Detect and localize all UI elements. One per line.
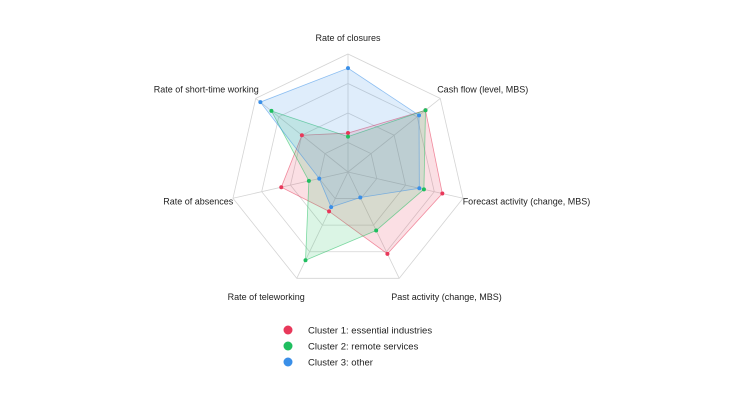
grid-spoke xyxy=(232,171,349,199)
series-area-cluster-2 xyxy=(270,109,426,261)
point-cluster-2-rate-of-short-time-working xyxy=(269,108,274,113)
point-cluster-1-rate-of-teleworking xyxy=(327,209,332,214)
point-cluster-2-past-activity-change-mbs xyxy=(374,228,379,233)
point-cluster-3-rate-of-short-time-working xyxy=(258,100,263,105)
point-cluster-3-rate-of-closures xyxy=(346,66,350,71)
legend-label-cluster-2: Cluster 2: remote services xyxy=(308,342,419,353)
point-cluster-2-rate-of-closures xyxy=(346,134,350,139)
point-cluster-2-rate-of-absences xyxy=(306,178,311,183)
point-cluster-2-rate-of-teleworking xyxy=(303,258,308,263)
point-cluster-2-forecast-activity-change-mbs xyxy=(421,187,426,192)
axis-label-rate-of-absences: Rate of absences xyxy=(163,196,234,206)
series-area-cluster-1 xyxy=(280,109,443,255)
axis-label-past-activity-change-mbs: Past activity (change, MBS) xyxy=(391,292,502,302)
point-cluster-3-past-activity-change-mbs xyxy=(358,195,363,200)
point-cluster-1-rate-of-closures xyxy=(346,131,350,136)
axis-labels: Rate of closures Cash flow (level, MBS) Fo… xyxy=(154,33,590,302)
grid-ring xyxy=(261,83,435,253)
radar-grid xyxy=(232,53,464,279)
point-cluster-3-rate-of-teleworking xyxy=(329,205,334,210)
axis-label-rate-of-closures: Rate of closures xyxy=(315,33,381,43)
legend-marker-cluster-1 xyxy=(283,325,293,335)
series-areas xyxy=(259,67,443,261)
axis-label-rate-of-teleworking: Rate of teleworking xyxy=(228,292,305,302)
legend-label-cluster-3: Cluster 3: other xyxy=(308,358,373,369)
point-cluster-3-rate-of-absences xyxy=(317,176,322,181)
legend-marker-cluster-3 xyxy=(283,357,293,367)
point-cluster-2-cash-flow-level-mbs xyxy=(423,108,428,113)
grid-spoke xyxy=(347,171,400,279)
grid-ring xyxy=(232,53,464,279)
axis-label-cash-flow-level-mbs: Cash flow (level, MBS) xyxy=(437,85,528,95)
point-cluster-1-rate-of-short-time-working xyxy=(299,133,304,138)
point-cluster-1-forecast-activity-change-mbs xyxy=(440,191,445,196)
series-points xyxy=(258,66,445,263)
series-area-cluster-3 xyxy=(259,67,420,208)
point-cluster-1-past-activity-change-mbs xyxy=(385,251,390,256)
point-cluster-3-forecast-activity-change-mbs xyxy=(417,186,422,191)
point-cluster-3-cash-flow-level-mbs xyxy=(417,113,422,118)
axis-label-forecast-activity-change-mbs: Forecast activity (change, MBS) xyxy=(463,196,591,206)
legend: Cluster 1: essential industries Cluster 2… xyxy=(283,325,432,369)
legend-label-cluster-1: Cluster 1: essential industries xyxy=(308,326,432,337)
legend-marker-cluster-2 xyxy=(283,341,293,351)
grid-ring xyxy=(318,142,378,199)
point-cluster-1-rate-of-absences xyxy=(279,185,284,190)
axis-label-rate-of-short-time-working: Rate of short-time working xyxy=(154,85,259,95)
